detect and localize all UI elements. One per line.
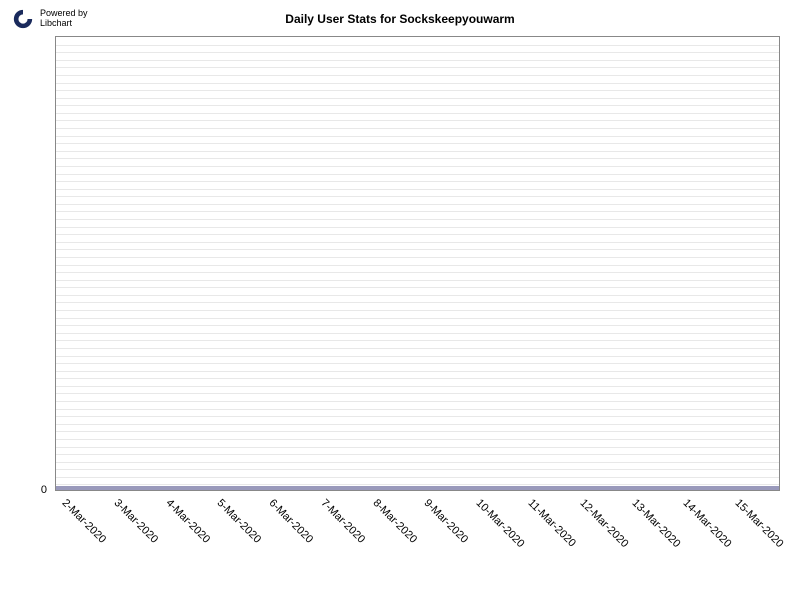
grid-line [56, 401, 779, 402]
grid-line [56, 174, 779, 175]
y-tick-label: 0 [0, 484, 47, 496]
grid-line [56, 151, 779, 152]
grid-line [56, 409, 779, 410]
grid-line [56, 204, 779, 205]
grid-line [56, 105, 779, 106]
grid-line [56, 166, 779, 167]
grid-line [56, 318, 779, 319]
grid-line [56, 295, 779, 296]
grid-line [56, 90, 779, 91]
chart-plot-area [55, 36, 780, 491]
grid-line [56, 83, 779, 84]
grid-line [56, 431, 779, 432]
grid-line [56, 98, 779, 99]
grid-line [56, 45, 779, 46]
grid-line [56, 310, 779, 311]
x-tick-label: 6-Mar-2020 [267, 497, 316, 546]
x-tick-label: 11-Mar-2020 [526, 497, 578, 549]
grid-line [56, 158, 779, 159]
x-tick-label: 9-Mar-2020 [422, 497, 471, 546]
grid-line [56, 447, 779, 448]
x-tick-label: 3-Mar-2020 [111, 497, 160, 546]
grid-line [56, 378, 779, 379]
grid-line [56, 393, 779, 394]
grid-line [56, 227, 779, 228]
grid-line [56, 265, 779, 266]
grid-line [56, 128, 779, 129]
grid-line [56, 120, 779, 121]
x-tick-label: 14-Mar-2020 [681, 497, 734, 550]
grid-line [56, 249, 779, 250]
x-tick-label: 2-Mar-2020 [59, 497, 108, 546]
grid-line [56, 196, 779, 197]
grid-line [56, 219, 779, 220]
grid-line [56, 287, 779, 288]
x-tick-label: 10-Mar-2020 [474, 497, 527, 550]
grid-line [56, 469, 779, 470]
grid-line [56, 189, 779, 190]
grid-line [56, 439, 779, 440]
grid-line [56, 181, 779, 182]
grid-line [56, 325, 779, 326]
grid-line [56, 257, 779, 258]
grid-line [56, 75, 779, 76]
x-tick-label: 12-Mar-2020 [577, 497, 630, 550]
grid-line [56, 136, 779, 137]
grid-line [56, 242, 779, 243]
x-tick-label: 15-Mar-2020 [733, 497, 786, 550]
grid-line [56, 477, 779, 478]
grid-line [56, 340, 779, 341]
chart-title: Daily User Stats for Sockskeepyouwarm [0, 12, 800, 26]
x-tick-label: 8-Mar-2020 [370, 497, 419, 546]
baseline-bar [56, 486, 779, 490]
grid-line [56, 356, 779, 357]
grid-line [56, 363, 779, 364]
grid-line [56, 454, 779, 455]
grid-line [56, 67, 779, 68]
x-tick-label: 4-Mar-2020 [163, 497, 212, 546]
x-tick-label: 13-Mar-2020 [629, 497, 682, 550]
grid-line [56, 462, 779, 463]
grid-line [56, 416, 779, 417]
grid-line [56, 348, 779, 349]
grid-line [56, 371, 779, 372]
grid-line [56, 272, 779, 273]
grid-line [56, 280, 779, 281]
grid-line [56, 424, 779, 425]
x-tick-label: 7-Mar-2020 [318, 497, 367, 546]
grid-line [56, 211, 779, 212]
grid-line [56, 113, 779, 114]
grid-line [56, 143, 779, 144]
grid-line [56, 302, 779, 303]
grid-line [56, 234, 779, 235]
grid-line [56, 52, 779, 53]
grid-line [56, 60, 779, 61]
grid-line [56, 386, 779, 387]
x-tick-label: 5-Mar-2020 [215, 497, 264, 546]
grid-line [56, 333, 779, 334]
